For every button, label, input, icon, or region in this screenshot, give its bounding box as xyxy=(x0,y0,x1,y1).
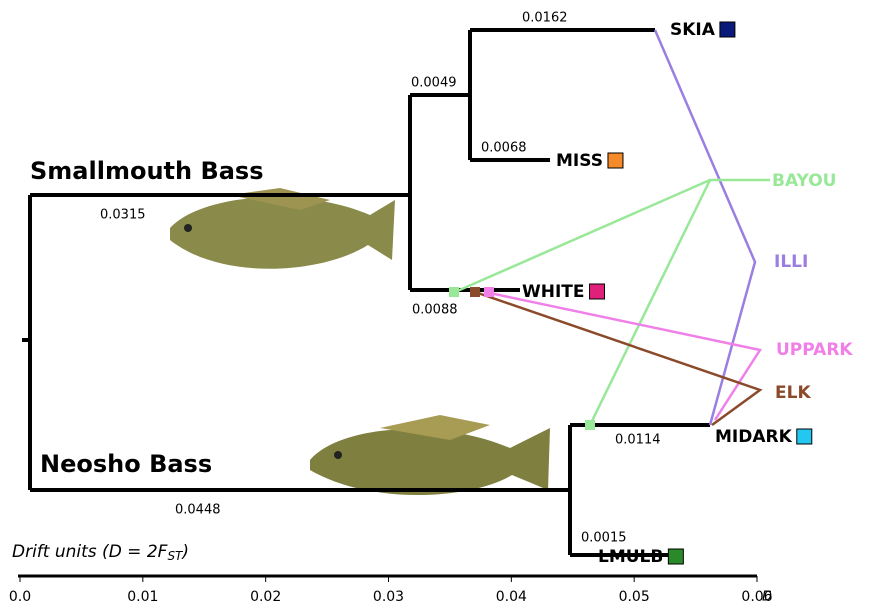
smallmouth-fish xyxy=(170,188,395,269)
branch-length: 0.0448 xyxy=(175,503,221,518)
population-label: ILLI xyxy=(774,252,808,272)
diagram: Drift units (D = 2FST) D Smallmouth Bass… xyxy=(0,0,877,606)
neosho-fish xyxy=(310,415,550,495)
axis-tick-label: 0.0 xyxy=(9,589,31,605)
population-marker xyxy=(720,22,735,37)
population-label: WHITE xyxy=(522,282,585,302)
population-label: LMULB xyxy=(598,547,663,567)
branch-length: 0.0315 xyxy=(100,208,146,223)
admixture-edges xyxy=(449,30,770,430)
population-label: UPPARK xyxy=(776,340,853,360)
population-label: SKIA xyxy=(670,20,716,40)
population-marker xyxy=(668,549,683,564)
axis-tick-label: 0.03 xyxy=(373,589,404,605)
branch-length: 0.0114 xyxy=(615,433,661,448)
branch-length: 0.0162 xyxy=(522,11,568,26)
branch-length: 0.0049 xyxy=(411,76,457,91)
population-label: ELK xyxy=(775,383,811,403)
axis-tick-label: 0.02 xyxy=(250,589,281,605)
branch-length: 0.0068 xyxy=(481,141,527,156)
population-marker xyxy=(797,429,812,444)
population-label: MIDARK xyxy=(715,427,793,447)
group-label: Smallmouth Bass xyxy=(30,157,264,185)
population-label: BAYOU xyxy=(772,171,836,191)
branch-length: 0.0088 xyxy=(412,303,458,318)
branch-length: 0.0015 xyxy=(581,531,627,546)
axis-tick-label: 0.06 xyxy=(741,589,772,605)
axis-tick-label: 0.01 xyxy=(127,589,158,605)
population-label: MISS xyxy=(556,151,603,171)
axis-tick-label: 0.05 xyxy=(619,589,650,605)
axis-tick-label: 0.04 xyxy=(496,589,527,605)
group-label: Neosho Bass xyxy=(40,450,212,478)
population-marker xyxy=(608,153,623,168)
axis-title: Drift units (D = 2FST) xyxy=(12,542,189,563)
population-marker xyxy=(590,284,605,299)
